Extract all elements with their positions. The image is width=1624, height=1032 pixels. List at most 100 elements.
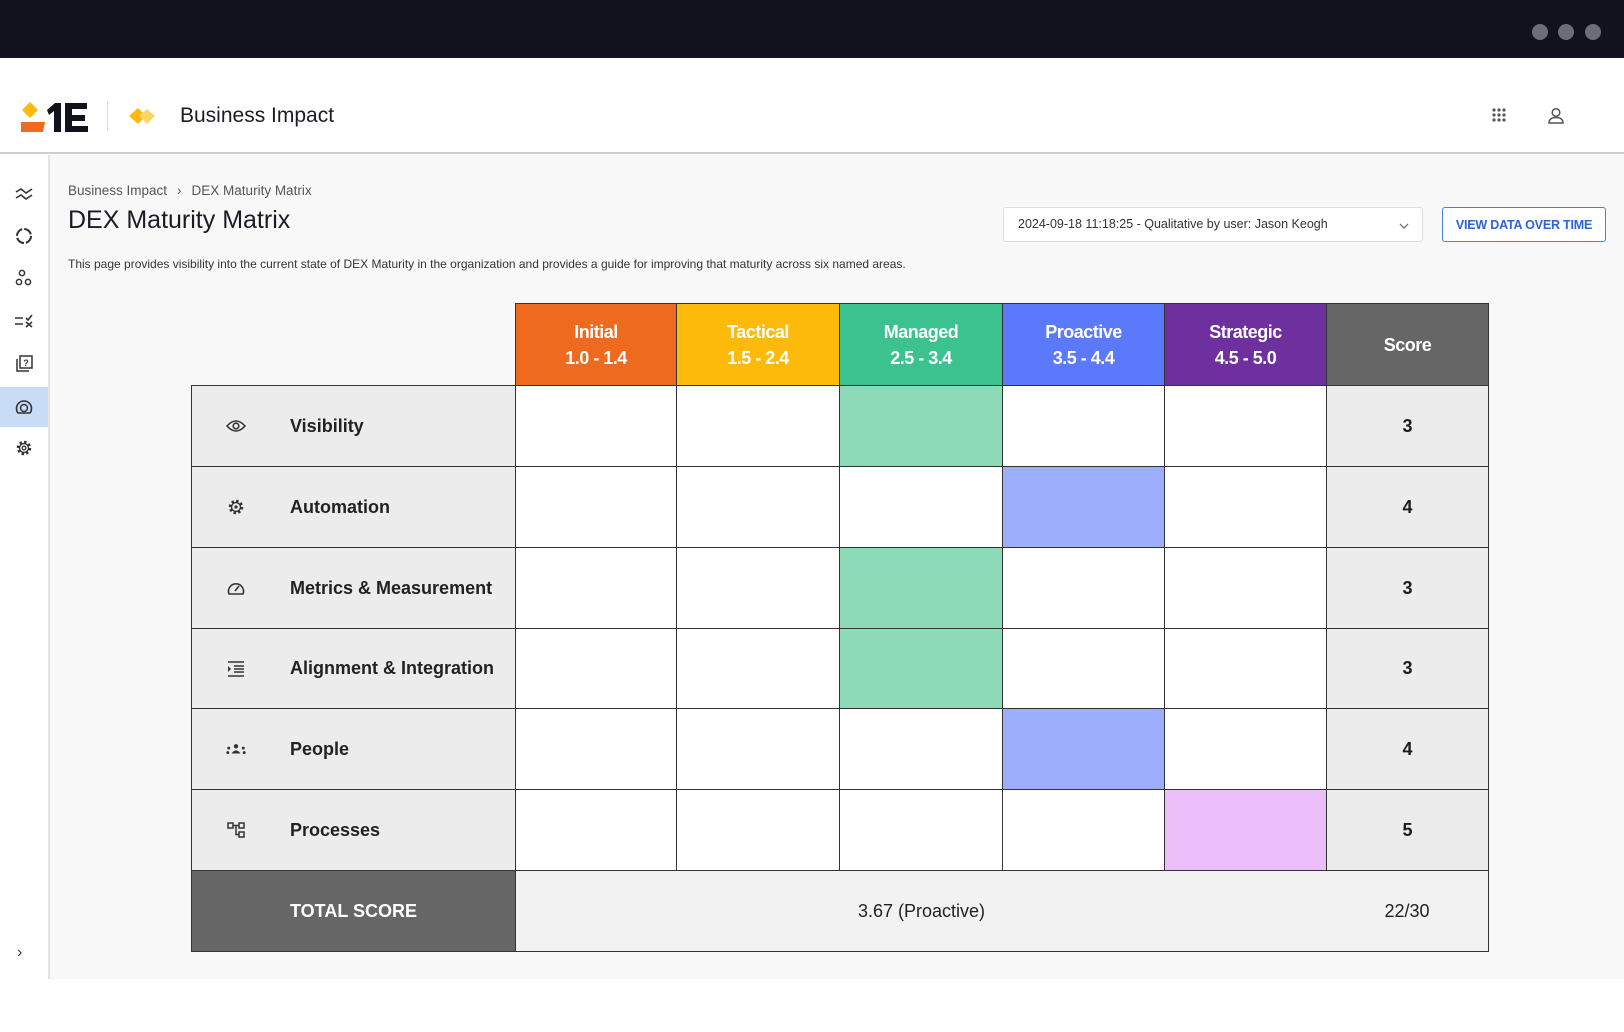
matrix-cell[interactable] [1164, 547, 1327, 629]
matrix-cell[interactable] [1002, 628, 1165, 709]
level-range: 2.5 - 3.4 [890, 347, 952, 368]
row-score-value: 5 [1402, 819, 1413, 840]
gauge-icon [15, 400, 33, 414]
level-range: 1.0 - 1.4 [565, 347, 627, 368]
page-bottom [0, 979, 1624, 1032]
sidebar-item-cycle[interactable] [0, 216, 48, 256]
matrix-cell[interactable] [515, 708, 677, 790]
score-header: Score [1326, 303, 1489, 386]
trend-icon [15, 188, 33, 200]
level-range: 4.5 - 5.0 [1214, 347, 1277, 368]
level-header-strategic: Strategic 4.5 - 5.0 [1164, 303, 1327, 386]
matrix-cell[interactable] [676, 628, 840, 709]
chevron-down-icon [1399, 223, 1409, 229]
view-data-over-time-button[interactable]: VIEW DATA OVER TIME [1442, 207, 1606, 242]
sidebar-item-checklist[interactable] [0, 301, 48, 341]
snapshot-select[interactable]: 2024-09-18 11:18:25 - Qualitative by use… [1003, 207, 1423, 242]
1e-logo[interactable] [21, 100, 91, 134]
matrix-cell-selected[interactable] [1002, 708, 1165, 790]
matrix-cell[interactable] [676, 385, 840, 467]
row-label-automation: Automation [191, 466, 516, 548]
row-label-alignment-integration: Alignment & Integration [191, 628, 516, 709]
page-description: This page provides visibility into the c… [68, 257, 906, 271]
row-label-text: Alignment & Integration [290, 658, 494, 678]
handshake-icon [129, 108, 155, 124]
matrix-cell[interactable] [515, 789, 677, 871]
gear-icon [16, 440, 32, 456]
chevron-right-icon[interactable]: › [17, 944, 23, 961]
breadcrumb-link-business-impact[interactable]: Business Impact [68, 183, 168, 198]
total-average-value: 3.67 (Proactive) [857, 900, 986, 921]
sidebar-item-help[interactable]: ? [0, 344, 48, 384]
matrix-cell-selected[interactable] [1002, 466, 1165, 548]
window-dot[interactable] [1558, 24, 1574, 40]
row-label-text: Processes [290, 819, 381, 840]
matrix-cell[interactable] [515, 385, 677, 467]
matrix-cell[interactable] [515, 628, 677, 709]
header-divider [107, 101, 108, 131]
row-label-people: People [191, 708, 516, 790]
matrix-cell[interactable] [1002, 789, 1165, 871]
matrix-cell[interactable] [676, 708, 840, 790]
page-title: DEX Maturity Matrix [68, 206, 291, 234]
row-score: 3 [1326, 547, 1489, 629]
sidebar-item-nodes[interactable] [0, 258, 48, 298]
breadcrumb-separator: › [177, 183, 182, 198]
app-title: Business Impact [180, 104, 335, 127]
sidebar-item-settings[interactable] [0, 428, 48, 468]
total-score-value: 22/30 [1384, 900, 1430, 921]
people-icon [226, 739, 246, 759]
user-icon[interactable] [1547, 107, 1565, 125]
gauge-icon [226, 578, 246, 598]
row-label-metrics-measurement: Metrics & Measurement [191, 547, 516, 629]
row-score: 4 [1326, 466, 1489, 548]
row-label-visibility: Visibility [191, 385, 516, 467]
row-score: 4 [1326, 708, 1489, 790]
matrix-cell[interactable] [515, 466, 677, 548]
window-dot[interactable] [1532, 24, 1548, 40]
snapshot-select-value: 2024-09-18 11:18:25 - Qualitative by use… [1018, 217, 1328, 231]
matrix-cell[interactable] [676, 466, 840, 548]
sidebar-item-business-impact[interactable] [0, 387, 48, 427]
matrix-cell-selected[interactable] [1164, 789, 1327, 871]
sidebar-item-trends[interactable] [0, 174, 48, 214]
matrix-cell[interactable] [1164, 466, 1327, 548]
matrix-cell-selected[interactable] [839, 547, 1003, 629]
matrix-cell-selected[interactable] [839, 628, 1003, 709]
row-label-text: Automation [290, 496, 390, 517]
indent-list-icon [226, 659, 246, 679]
total-score: 22/30 [1326, 870, 1489, 952]
row-score-value: 3 [1402, 415, 1413, 436]
cycle-icon [16, 228, 32, 244]
row-score-value: 4 [1402, 738, 1413, 759]
level-name: Tactical [727, 321, 789, 342]
gear-icon [226, 497, 246, 517]
matrix-cell[interactable] [839, 466, 1003, 548]
matrix-cell[interactable] [1164, 628, 1327, 709]
level-name: Proactive [1045, 321, 1122, 342]
breadcrumb: Business Impact › DEX Maturity Matrix [68, 183, 312, 198]
matrix-cell[interactable] [1002, 547, 1165, 629]
window-dot[interactable] [1585, 24, 1601, 40]
matrix-cell[interactable] [676, 547, 840, 629]
matrix-cell[interactable] [1164, 385, 1327, 467]
matrix-cell-selected[interactable] [839, 385, 1003, 467]
matrix-cell[interactable] [839, 789, 1003, 871]
total-average: 3.67 (Proactive) [515, 870, 1327, 952]
row-score: 5 [1326, 789, 1489, 871]
row-label-text: People [290, 738, 350, 759]
apps-grid-icon[interactable] [1491, 107, 1507, 123]
matrix-cell[interactable] [515, 547, 677, 629]
row-score: 3 [1326, 628, 1489, 709]
matrix-cell[interactable] [1164, 708, 1327, 790]
process-tree-icon [226, 820, 246, 840]
row-score: 3 [1326, 385, 1489, 467]
sidebar: ? [0, 155, 50, 979]
matrix-cell[interactable] [839, 708, 1003, 790]
total-score-label-text: TOTAL SCORE [289, 900, 417, 921]
matrix-cell[interactable] [1002, 385, 1165, 467]
level-name: Initial [574, 321, 618, 342]
window-titlebar [0, 0, 1624, 58]
matrix-cell[interactable] [676, 789, 840, 871]
row-score-value: 3 [1402, 658, 1413, 678]
